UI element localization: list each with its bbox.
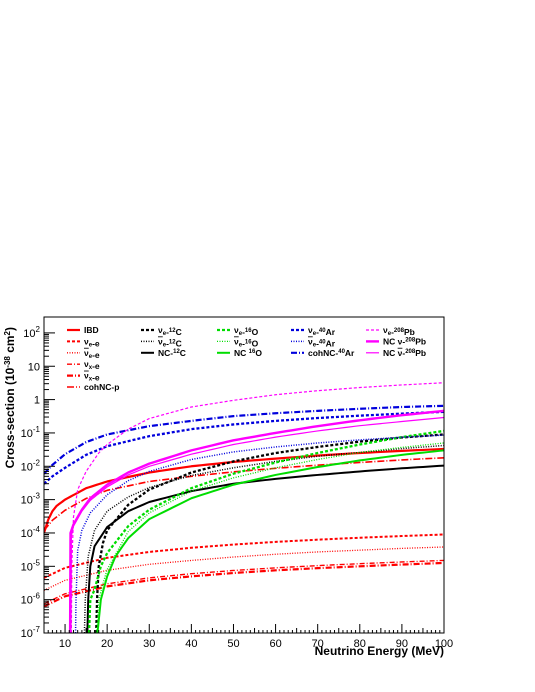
legend-label: NC ν-208Pb	[383, 336, 426, 346]
legend-label: NC-12C	[158, 348, 186, 358]
y-tick-label: 10-7	[21, 625, 41, 640]
legend-label: NC 16O	[234, 348, 262, 358]
y-tick-label: 102	[23, 325, 40, 340]
legend-label: νe-12C	[158, 325, 182, 337]
legend-label: NC ν-208Pb	[383, 348, 426, 358]
plot-curves	[44, 382, 444, 633]
series-line-e-208pb	[70, 382, 444, 633]
legend-label: νe-16O	[234, 336, 259, 348]
legend-item-nc-208pb: NC ν-208Pb	[366, 336, 426, 346]
x-tick-label: 70	[312, 638, 324, 650]
series-line-e-16o	[87, 429, 444, 633]
y-tick-label: 10-2	[21, 458, 41, 473]
x-tick-label: 100	[435, 638, 453, 650]
y-axis-title: Cross-section (10-38 cm2)	[3, 327, 18, 468]
legend-label: νx-e	[84, 371, 100, 383]
series-line-anti-e-12c	[83, 444, 444, 633]
y-axis-title-exp: -38	[3, 356, 12, 368]
legend-label: νe-40Ar	[308, 325, 336, 337]
legend-item-anti-e-40ar: νe-40Ar	[291, 336, 336, 348]
x-tick-label: 80	[354, 638, 366, 650]
legend-label: cohNC-40Ar	[308, 348, 355, 358]
axis-ticks: 10 20 30 40 50 60 70 80 90 100 10-7 10-6 10-5 10-4 10-…	[21, 316, 453, 650]
legend-item-x-e: νx-e	[67, 359, 100, 371]
legend-label: νe-16O	[234, 325, 259, 337]
series-line-nc-12c	[86, 464, 444, 633]
legend-label: νe-e	[84, 336, 100, 348]
series-line-x-e	[44, 559, 444, 605]
legend-item-anti-e-12c: νe-12C	[141, 336, 182, 348]
x-tick-label: 30	[143, 638, 155, 650]
x-tick-label: 50	[227, 638, 239, 650]
y-axis-title-unit-exp: 2	[3, 330, 12, 335]
y-axis-title-close: )	[3, 327, 17, 331]
legend-label: νx-e	[84, 359, 100, 371]
y-tick-label: 10-6	[21, 592, 41, 607]
y-tick-label: 1	[34, 395, 40, 407]
y-tick-label: 10-5	[21, 558, 41, 573]
legend-item-cohnc-40ar: cohNC-40Ar	[291, 348, 355, 358]
legend-label: cohNC-p	[84, 382, 119, 392]
legend-item-anti-e-e: νe-e	[67, 348, 100, 360]
legend-item-nc-12c: NC-12C	[141, 348, 186, 358]
legend-item-e-12c: νe-12C	[141, 325, 182, 337]
legend-item-anti-x-e: νx-e	[67, 371, 100, 383]
legend-item-nc-16o: NC 16O	[217, 348, 262, 358]
series-line-e-40ar	[44, 410, 444, 485]
legend-item-e-208pb: νe-208Pb	[366, 325, 415, 337]
legend-label: νe-e	[84, 348, 100, 360]
legend-item-e-e: νe-e	[67, 336, 100, 348]
legend-item-e-16o: νe-16O	[217, 325, 259, 337]
series-line-ibd	[44, 447, 444, 534]
legend-item-anti-e-16o: νe-16O	[217, 336, 259, 348]
y-axis-title-main: Cross-section (10	[3, 367, 17, 468]
x-tick-label: 10	[59, 638, 71, 650]
y-tick-label: 10-3	[21, 492, 41, 507]
y-tick-label: 10	[28, 361, 40, 373]
series-line-anti-x-e	[44, 561, 444, 608]
legend-item-cohnc-p: cohNC-p	[67, 382, 119, 392]
series-line-nc-anti-208pb	[70, 416, 444, 633]
y-tick-label: 10-1	[21, 425, 41, 440]
series-line-nc-16o	[96, 449, 444, 633]
y-tick-label: 10-4	[21, 525, 41, 540]
plot-frame	[43, 316, 445, 634]
legend: IBDνe-eνe-eνx-eνx-ecohNC-pνe-12Cνe-12CNC…	[67, 325, 426, 392]
series-line-nc-208pb	[68, 409, 444, 633]
x-tick-label: 90	[396, 638, 408, 650]
legend-label: νe-208Pb	[383, 325, 415, 337]
legend-label: νe-12C	[158, 336, 182, 348]
x-tick-label: 20	[101, 638, 113, 650]
legend-label: IBD	[84, 325, 99, 335]
y-axis-title-unit: cm	[3, 335, 17, 356]
x-tick-label: 60	[269, 638, 281, 650]
series-line-anti-e-40ar	[74, 434, 444, 633]
legend-item-ibd: IBD	[67, 325, 99, 335]
legend-item-e-40ar: νe-40Ar	[291, 325, 336, 337]
legend-label: νe-40Ar	[308, 336, 336, 348]
x-tick-label: 40	[185, 638, 197, 650]
x-axis-title: Neutrino Energy (MeV)	[315, 644, 444, 658]
series-line-e-e	[44, 533, 444, 579]
legend-item-nc-anti-208pb: NC ν-208Pb	[366, 348, 426, 358]
series-line-e-12c	[95, 433, 444, 633]
series-line-cohnc-p	[44, 456, 444, 531]
